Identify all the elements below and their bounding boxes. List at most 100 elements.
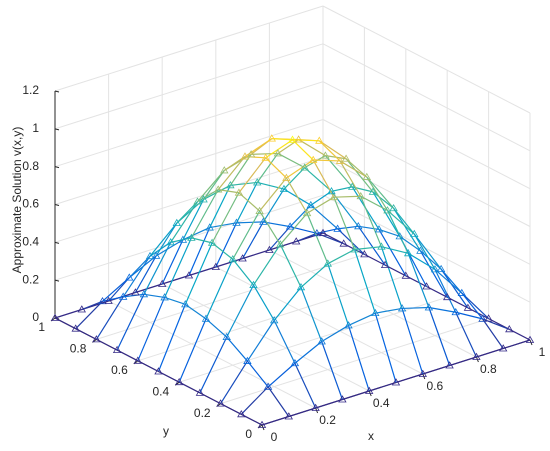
mesh-edge (482, 318, 510, 330)
mesh-edge (209, 222, 237, 229)
mesh-vertex (234, 188, 244, 196)
mesh-edge (191, 237, 213, 244)
mesh-edge (381, 246, 409, 254)
mesh-vertex (207, 238, 217, 246)
mesh-edge (236, 221, 264, 224)
mesh-edge (143, 293, 165, 299)
mesh-edge (360, 195, 388, 211)
mesh-vertex (505, 325, 514, 333)
mesh-vertex (354, 222, 363, 230)
mesh-vertex (365, 386, 374, 394)
mesh-vertex (160, 293, 169, 301)
mesh-edge (232, 210, 261, 260)
mesh-vertex (306, 200, 315, 209)
mesh-edge (316, 232, 344, 245)
mesh-edge (102, 296, 124, 302)
mesh-edge (295, 232, 318, 243)
x-axis-label: x (368, 429, 374, 443)
mesh-edge (285, 177, 308, 214)
mesh-vertex (205, 223, 214, 231)
mesh-edge (358, 225, 380, 231)
z-tick-label: 0.4 (22, 235, 39, 249)
y-tick-label: 0.4 (153, 384, 170, 398)
mesh-vertex (389, 203, 398, 212)
mesh-edge (413, 233, 442, 270)
mesh-vertex (211, 262, 220, 270)
mesh-vertex (125, 273, 134, 281)
x-tick-label: 0.2 (319, 413, 336, 427)
mesh-edge (419, 250, 448, 298)
mesh-edge (339, 160, 362, 197)
mesh-edge (215, 257, 243, 268)
mesh-edge (339, 160, 368, 178)
mesh-vertex (302, 208, 312, 217)
mesh-vertex (193, 197, 202, 205)
mesh-edge (407, 252, 436, 270)
mesh-edge (476, 347, 504, 358)
mesh-edge (294, 341, 323, 364)
mesh-vertex (422, 282, 431, 290)
mesh-edge (298, 139, 326, 157)
mesh-vertex (214, 185, 223, 193)
grid-line (179, 296, 448, 383)
mesh-edge (170, 201, 199, 243)
mesh-vertex (430, 265, 440, 273)
mesh-edge (226, 284, 255, 338)
mesh-vertex (472, 352, 481, 360)
mesh-edge (211, 192, 240, 244)
mesh-edge (393, 207, 421, 252)
mesh-edge (220, 360, 248, 404)
mesh-edge (316, 228, 338, 234)
mesh-edge (102, 277, 130, 302)
y-tick-label: 0.2 (194, 406, 211, 420)
mesh-edge (128, 255, 151, 279)
mesh-vertex (317, 337, 326, 345)
mesh-vertex (139, 290, 149, 298)
mesh-vertex (154, 367, 163, 375)
tick-mark (54, 279, 60, 282)
mesh-edge (360, 196, 382, 247)
mesh-vertex (323, 259, 332, 267)
mesh-vertex (119, 292, 128, 300)
grid-line (54, 5, 324, 92)
mesh-vertex (195, 388, 205, 396)
x-tick-label: 0.4 (373, 396, 390, 410)
mesh-edge (292, 139, 314, 161)
mesh-edge (262, 188, 285, 223)
mesh-edge (402, 306, 429, 310)
grid-line (322, 119, 531, 227)
mesh-edge (230, 181, 258, 186)
mesh-vertex (451, 307, 460, 316)
mesh-vertex (50, 313, 60, 321)
mesh-vertex (339, 239, 348, 247)
mesh-edge (251, 152, 278, 155)
mesh-edge (226, 336, 248, 362)
mesh-vertex (240, 152, 250, 160)
mesh-vertex (131, 288, 140, 296)
mesh-vertex (92, 335, 101, 343)
mesh-vertex (228, 254, 237, 263)
mesh-edge (137, 297, 166, 362)
mesh-vertex (391, 378, 401, 386)
mesh-edge (197, 170, 225, 203)
mesh-vertex (261, 153, 270, 161)
mesh-vertex (201, 314, 211, 322)
mesh-edge (354, 246, 382, 251)
mesh-edge (263, 221, 291, 228)
mesh-edge (218, 189, 239, 194)
x-tick-label: 0 (271, 430, 278, 444)
mesh-edge (259, 210, 281, 245)
z-tick-label: 0.2 (22, 272, 39, 286)
grid-line (322, 156, 531, 265)
mesh-edge (135, 283, 163, 294)
mesh-vertex (478, 314, 487, 322)
grid-line (96, 253, 365, 340)
mesh-edge (205, 259, 234, 320)
grid-line (322, 5, 531, 114)
grid-line (322, 43, 531, 152)
mesh-edge (482, 318, 504, 349)
grid-line (322, 81, 531, 190)
mesh-vertex (284, 412, 293, 420)
grid-line (269, 249, 477, 358)
mesh-vertex (318, 228, 328, 236)
